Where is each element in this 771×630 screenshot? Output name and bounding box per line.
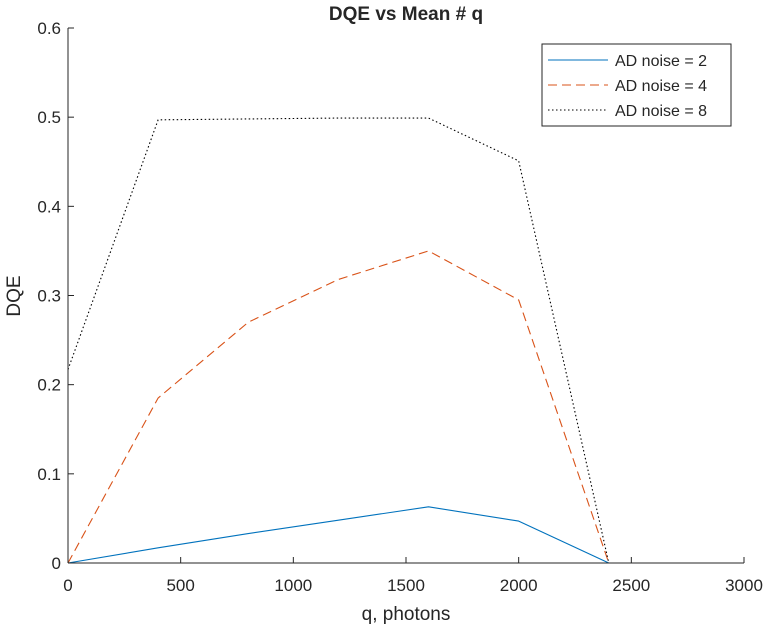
- x-tick-label: 3000: [725, 576, 763, 595]
- x-tick-label: 2000: [500, 576, 538, 595]
- x-tick-label: 1000: [274, 576, 312, 595]
- x-tick-label: 2500: [612, 576, 650, 595]
- x-tick-label: 500: [166, 576, 194, 595]
- y-tick-label: 0.4: [37, 197, 61, 216]
- y-tick-label: 0.3: [37, 287, 61, 306]
- y-axis-label: DQE: [4, 275, 25, 316]
- legend-box: [541, 43, 732, 127]
- legend-entries: AD noise = 2 AD noise = 4 AD noise = 8: [548, 53, 707, 120]
- x-tick-label: 1500: [387, 576, 425, 595]
- chart-title: DQE vs Mean # q: [329, 4, 483, 25]
- y-tick-label: 0.5: [37, 108, 61, 127]
- x-axis-label: q, photons: [362, 604, 451, 625]
- legend-label-2: AD noise = 4: [615, 78, 707, 95]
- legend-label-3: AD noise = 8: [615, 103, 707, 120]
- y-tick-label: 0.6: [37, 19, 61, 38]
- legend-label-1: AD noise = 2: [615, 53, 707, 70]
- x-tick-label: 0: [63, 576, 72, 595]
- y-axis-ticks: 0 0.1 0.2 0.3 0.4 0.5 0.6: [37, 19, 74, 573]
- y-tick-label: 0.1: [37, 465, 61, 484]
- y-tick-label: 0.2: [37, 376, 61, 395]
- x-axis-ticks: 0 500 1000 1500 2000 2500 3000: [63, 557, 763, 595]
- y-tick-label: 0: [52, 554, 61, 573]
- legend: AD noise = 2 AD noise = 4 AD noise = 8: [541, 43, 732, 127]
